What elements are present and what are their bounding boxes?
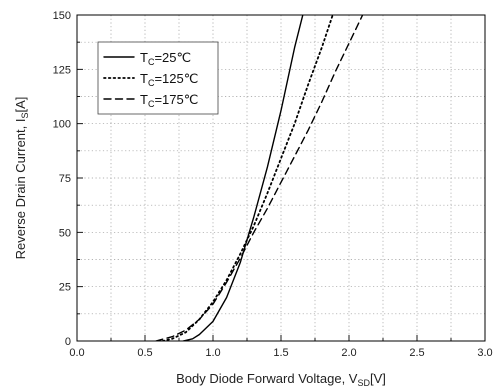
grid xyxy=(77,15,485,341)
y-axis-title: Reverse Drain Current, IS[A] xyxy=(13,97,30,260)
x-tick-label: 2.5 xyxy=(409,347,424,359)
legend-label-2: TC=125℃ xyxy=(140,71,198,88)
series-line-3 xyxy=(155,15,364,341)
x-tick-label: 0.5 xyxy=(137,347,152,359)
y-tick-label: 125 xyxy=(53,64,71,76)
series-line-2 xyxy=(161,15,334,341)
x-tick-label: 1.0 xyxy=(205,347,220,359)
y-tick-label: 75 xyxy=(59,173,71,185)
y-tick-label: 25 xyxy=(59,282,71,294)
legend: TC=25℃ TC=125℃ TC=175℃ xyxy=(97,41,219,115)
legend-label-1: TC=25℃ xyxy=(140,50,191,67)
series-layer xyxy=(155,15,364,341)
x-tick-label: 0.0 xyxy=(69,347,84,359)
y-tick-label: 50 xyxy=(59,227,71,239)
x-tick-label: 3.0 xyxy=(477,347,492,359)
x-tick-label: 2.0 xyxy=(341,347,356,359)
x-axis-title: Body Diode Forward Voltage, VSD[V] xyxy=(176,371,386,388)
y-tick-label: 150 xyxy=(53,10,71,22)
y-tick-label: 100 xyxy=(53,119,71,131)
legend-label-3: TC=175℃ xyxy=(140,92,198,109)
ticks xyxy=(77,41,452,341)
x-tick-label: 1.5 xyxy=(273,347,288,359)
tick-labels: 0.0 0.5 1.0 1.5 2.0 2.5 3.0 0 25 50 75 100 125 150 xyxy=(53,10,493,359)
y-tick-label: 0 xyxy=(65,336,71,348)
series-line-1 xyxy=(182,15,304,341)
